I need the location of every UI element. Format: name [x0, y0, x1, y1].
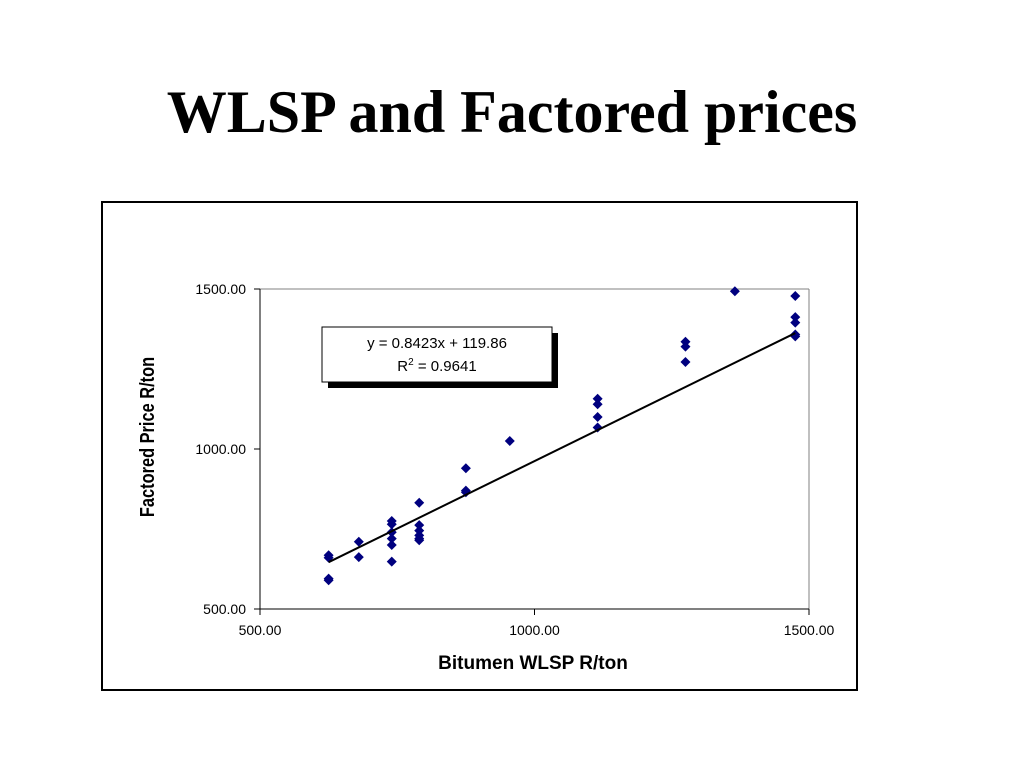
data-point — [592, 393, 603, 404]
data-point — [729, 286, 740, 297]
data-point — [386, 519, 397, 530]
data-point — [414, 520, 425, 531]
axis-ticks: 500.00 1000.00 1500.00 500.00 1000.00 1500.00 — [195, 281, 834, 638]
data-point — [592, 399, 603, 410]
data-point — [680, 341, 691, 352]
data-point — [790, 331, 801, 342]
data-point — [323, 575, 334, 586]
data-point — [460, 487, 471, 498]
data-point — [790, 317, 801, 328]
y-axis-title: Factored Price R/ton — [135, 357, 158, 517]
data-point — [386, 533, 397, 544]
scatter-chart: 500.00 1000.00 1500.00 500.00 1000.00 1500.00… — [135, 281, 834, 674]
equation-box: y = 0.8423x + 119.86 R2 = 0.9641 — [321, 326, 558, 388]
data-point — [386, 556, 397, 567]
r-squared-label: R2 = 0.9641 — [397, 357, 476, 375]
x-axis-title: Bitumen WLSP R/ton — [438, 653, 628, 674]
data-point — [790, 312, 801, 323]
y-tick-label: 1500.00 — [195, 281, 246, 297]
page-title: WLSP and Factored prices — [166, 79, 858, 145]
data-point — [353, 536, 364, 547]
x-tick-label: 1500.00 — [784, 622, 835, 638]
data-point — [414, 497, 425, 508]
x-tick-label: 500.00 — [239, 622, 282, 638]
data-point — [680, 356, 691, 367]
y-tick-label: 500.00 — [203, 601, 246, 617]
chart-frame: 500.00 1000.00 1500.00 500.00 1000.00 1500.00… — [101, 201, 858, 691]
data-point — [460, 463, 471, 474]
trendline-group — [328, 332, 796, 564]
data-point — [353, 552, 364, 563]
trendline-equation: y = 0.8423x + 119.86 — [367, 335, 507, 352]
trendline — [328, 332, 796, 564]
data-point — [414, 535, 425, 546]
data-point — [790, 291, 801, 302]
data-point — [504, 436, 515, 446]
equation-box-border — [321, 326, 553, 383]
data-point — [592, 422, 603, 433]
x-tick-label: 1000.00 — [509, 622, 560, 638]
data-points — [323, 286, 801, 586]
data-point — [386, 540, 397, 550]
y-tick-label: 1000.00 — [195, 441, 246, 457]
data-point — [592, 412, 603, 422]
